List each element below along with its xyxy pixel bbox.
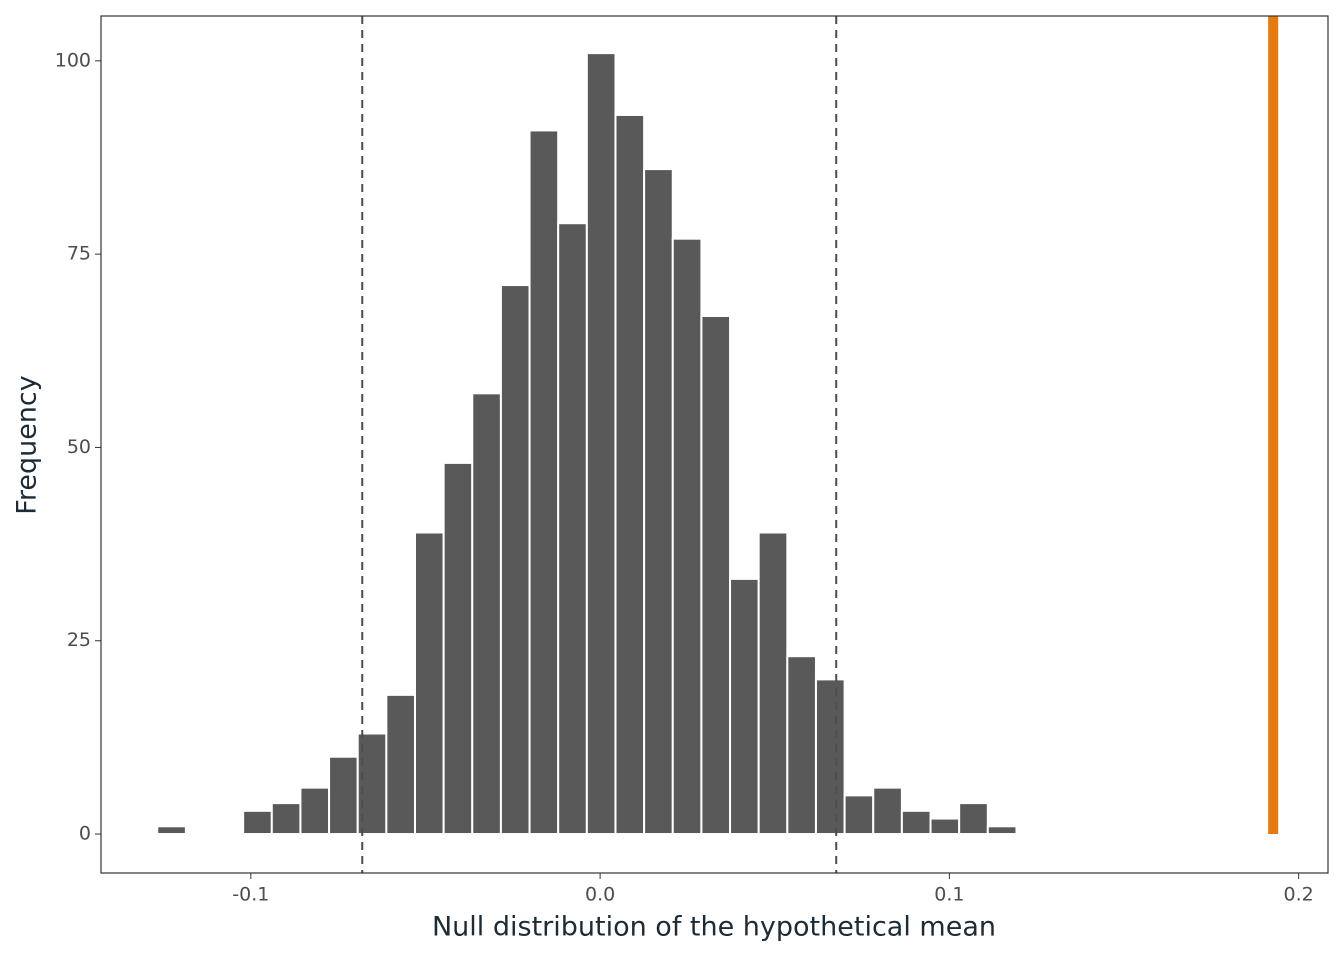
- bar: [328, 755, 359, 836]
- y-axis-title: Frequency: [12, 375, 43, 515]
- bar: [385, 693, 416, 836]
- bar: [499, 284, 531, 836]
- bar: [958, 802, 989, 836]
- bar: [929, 817, 961, 836]
- bar: [557, 222, 588, 836]
- bar: [757, 531, 789, 836]
- plot-frame: [100, 15, 1329, 874]
- bar: [270, 802, 302, 836]
- bar: [242, 809, 273, 836]
- y-tick-label: 100: [55, 49, 91, 71]
- y-tick-label: 50: [67, 436, 91, 458]
- y-tick-label: 0: [79, 823, 91, 845]
- y-tick-label: 75: [67, 243, 91, 265]
- bar: [614, 113, 646, 836]
- x-tick-label: -0.1: [232, 884, 269, 906]
- x-tick-label: 0.2: [1284, 884, 1314, 906]
- bar: [528, 129, 560, 836]
- bar: [299, 786, 331, 836]
- bar: [700, 314, 732, 836]
- bar: [671, 237, 703, 836]
- bar: [872, 786, 903, 836]
- x-tick-label: 0.0: [585, 884, 615, 906]
- bar: [986, 825, 1018, 836]
- y-tick-label: 25: [67, 629, 91, 651]
- bar: [442, 461, 474, 836]
- bar: [900, 809, 932, 836]
- x-axis-title: Null distribution of the hypothetical me…: [432, 912, 996, 943]
- bar: [471, 392, 502, 836]
- bar: [585, 52, 617, 836]
- x-tick-label: 0.1: [934, 884, 964, 906]
- bar: [729, 577, 760, 836]
- bar: [413, 531, 445, 836]
- bar: [786, 655, 817, 836]
- bar: [156, 825, 187, 836]
- bar: [814, 678, 846, 836]
- bar: [843, 794, 875, 836]
- bar: [643, 168, 674, 836]
